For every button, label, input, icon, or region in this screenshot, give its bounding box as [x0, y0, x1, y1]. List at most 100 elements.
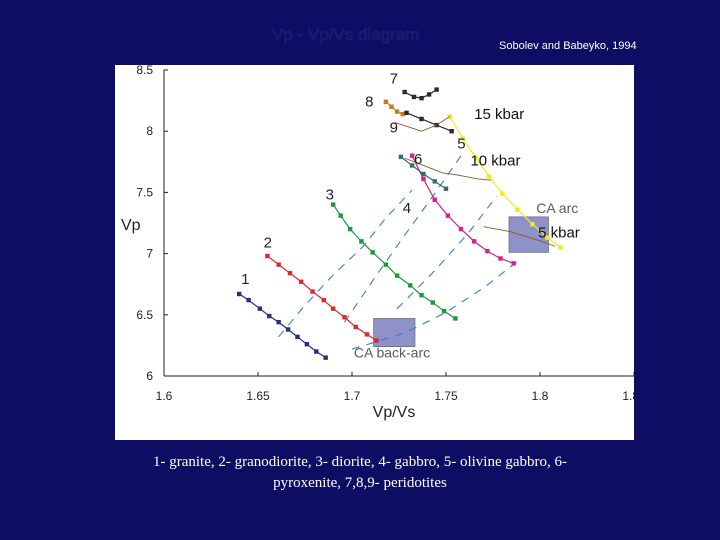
region-label: CA back-arc [354, 345, 430, 361]
data-point [342, 315, 347, 320]
pressure-label: 10 kbar [470, 152, 520, 169]
y-tick-label: 6 [146, 369, 153, 383]
data-point [383, 99, 389, 105]
series-line [332, 204, 456, 319]
series-label: 9 [390, 119, 398, 136]
data-point [426, 92, 432, 97]
y-tick-label: 8 [146, 124, 153, 138]
pressure-line [395, 116, 451, 132]
data-point [409, 163, 415, 168]
data-point [460, 136, 466, 141]
data-point [237, 291, 242, 297]
data-point [310, 289, 315, 294]
pressure-line [483, 226, 556, 247]
data-point [285, 327, 291, 332]
data-point [295, 334, 300, 340]
series-label: 1 [241, 271, 249, 288]
y-axis-label: Vp [121, 217, 141, 234]
data-point [515, 207, 520, 212]
y-tick-label: 7 [146, 247, 153, 261]
dashed-trend-line [278, 189, 413, 338]
data-point [364, 332, 370, 337]
series-line [406, 112, 452, 132]
data-point [304, 341, 310, 347]
data-point [276, 319, 281, 325]
data-point [359, 239, 364, 244]
region-box [373, 318, 416, 347]
data-point [374, 338, 379, 343]
data-point [353, 324, 358, 330]
data-point [441, 308, 447, 314]
data-point [419, 116, 424, 122]
data-point [443, 186, 449, 191]
data-point [389, 104, 394, 109]
data-point [558, 245, 563, 250]
data-point [394, 109, 400, 114]
series-label: 7 [390, 70, 398, 87]
y-tick-label: 8.5 [136, 65, 153, 77]
data-point [331, 202, 336, 207]
data-point [530, 222, 535, 227]
x-tick-label: 1.6 [156, 389, 173, 403]
data-point [394, 273, 400, 278]
data-point [445, 213, 451, 218]
slide-title: Vp - Vp/Vs diagram [272, 25, 420, 44]
series-line [411, 155, 514, 264]
data-point [287, 270, 293, 276]
data-point [500, 191, 505, 196]
data-point [299, 279, 304, 284]
data-point [323, 355, 328, 360]
region-label: CA arc [536, 200, 578, 216]
data-point [473, 155, 479, 161]
series-label: 6 [414, 151, 422, 168]
data-point [419, 293, 424, 298]
data-point [265, 253, 270, 259]
vp-vpvs-chart: 1.6 1.65 1.7 1.75 1.8 1.85 6 6.5 7 7.5 8 8.5 Vp/Vs Vp… [121, 65, 634, 421]
pressure-label: 5 kbar [538, 225, 580, 242]
data-point [404, 110, 409, 116]
data-point [434, 87, 439, 92]
series-line [385, 101, 403, 115]
dashed-trend-line [351, 258, 522, 350]
dashed-trend-line [344, 155, 462, 323]
data-point [398, 154, 404, 160]
x-tick-label: 1.8 [532, 389, 549, 403]
dashed-trend-line [396, 195, 498, 310]
data-point [430, 300, 436, 305]
data-point [257, 306, 263, 311]
data-point [432, 179, 437, 184]
series-label: 5 [457, 135, 465, 152]
data-point [472, 239, 477, 244]
series-label: 2 [264, 234, 272, 251]
plot-panel: 1.6 1.65 1.7 1.75 1.8 1.85 6 6.5 7 7.5 8 8.5 Vp/Vs Vp… [115, 65, 634, 440]
data-point [487, 174, 492, 179]
rock-type-caption: 1- granite, 2- granodiorite, 3- diorite,… [152, 454, 568, 491]
x-tick-label: 1.75 [434, 389, 458, 403]
data-point [419, 95, 424, 101]
data-point [498, 256, 503, 261]
data-point [383, 262, 389, 267]
data-point [545, 235, 550, 240]
series-label: 3 [326, 187, 334, 204]
data-point [408, 283, 413, 288]
data-point [347, 226, 353, 232]
data-point [314, 349, 319, 354]
data-point [421, 171, 426, 177]
source-citation: Sobolev and Babeyko, 1994 [499, 40, 637, 52]
data-point [409, 153, 415, 158]
data-point [432, 197, 437, 202]
data-point [370, 250, 375, 255]
pressure-label: 15 kbar [474, 106, 524, 123]
series-line [238, 293, 327, 359]
series-label: 4 [403, 200, 411, 217]
y-tick-label: 7.5 [136, 185, 153, 199]
series-label: 8 [365, 94, 373, 111]
data-point [421, 176, 426, 182]
data-point [402, 89, 407, 95]
pressure-line [404, 157, 492, 181]
data-point [453, 316, 458, 321]
data-point [338, 213, 343, 218]
data-point [449, 129, 454, 134]
data-point [276, 262, 281, 267]
data-point [246, 297, 251, 303]
